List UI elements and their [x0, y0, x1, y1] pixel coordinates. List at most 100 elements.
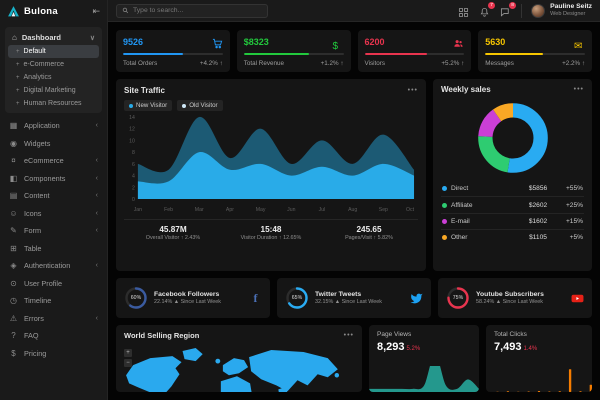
- dollar-icon: $: [332, 41, 339, 52]
- sidebar-item-dashboard[interactable]: ⌂ Dashboard ∨: [12, 33, 95, 42]
- pricing-icon: $: [11, 348, 16, 358]
- legend-dot-icon: [182, 103, 187, 108]
- faq-icon: ?: [11, 331, 16, 341]
- svg-text:0: 0: [132, 197, 135, 203]
- chevron-collapsed-icon: ‹: [95, 122, 98, 130]
- sidebar-item-content[interactable]: ▤ Content ‹: [9, 191, 98, 201]
- stat-card-total-revenue: $8323 $ Total Revenue +1.2% ↑: [236, 30, 351, 72]
- svg-text:Feb: Feb: [164, 207, 173, 213]
- search-input[interactable]: [133, 7, 262, 14]
- apps-grid-icon[interactable]: [458, 5, 470, 17]
- sidebar-item-application[interactable]: ▦ Application ‹: [9, 121, 98, 131]
- sidebar: Bulona ⇤ ⌂ Dashboard ∨ + Default + e-Commer…: [0, 0, 108, 400]
- social-card-youtube-subscribers: 75% Youtube Subscribers 58.24% ▲ Since Las…: [438, 278, 592, 318]
- world-region-title: World Selling Region: [124, 331, 200, 340]
- sidebar-item-timeline[interactable]: ◷ Timeline: [10, 296, 52, 306]
- sidebar-item-widgets[interactable]: ◉ Widgets: [10, 138, 51, 148]
- mail-icon: ✉: [574, 41, 583, 52]
- svg-text:Oct: Oct: [406, 207, 415, 213]
- world-region-card: World Selling Region ••• + −: [116, 325, 362, 392]
- stat-value: 5630: [485, 36, 506, 47]
- weekly-sales-row-affiliate: Affiliate $2602 +25%: [441, 196, 584, 212]
- traffic-stat-pages-visit: 245.65 Pages/Visit ↑ 5.82%: [345, 225, 393, 241]
- svg-text:Sep: Sep: [379, 207, 388, 213]
- twitter-icon[interactable]: [410, 292, 423, 305]
- sidebar-item-components[interactable]: ◧ Components ‹: [9, 173, 98, 183]
- world-map[interactable]: [120, 345, 358, 392]
- legend-dot-icon: [129, 103, 133, 108]
- sidebar-subitem-analytics[interactable]: + Analytics: [16, 74, 52, 81]
- stat-card-total-orders: 9526 Total Orders +4.2% ↑: [116, 30, 230, 72]
- cart-icon: [212, 36, 223, 49]
- main-content: 9526 Total Orders +4.2% ↑ $8323 $ Total Reven…: [108, 22, 600, 400]
- stat-label: Visitors: [364, 60, 386, 67]
- map-zoom-out-button[interactable]: −: [124, 359, 132, 367]
- traffic-footer-stats: 45.87M Overall Visitor ↑ 2.43% 15:48 Visito…: [124, 219, 418, 244]
- sidebar-item-faq[interactable]: ? FAQ: [0, 327, 107, 345]
- chevron-collapsed-icon: ‹: [95, 227, 98, 235]
- svg-text:Jun: Jun: [287, 207, 295, 213]
- youtube-icon[interactable]: [571, 292, 584, 305]
- sidebar-collapse-icon[interactable]: ⇤: [92, 5, 100, 16]
- sidebar-nav: ▦ Application ‹ ◉ Widgets ¤ eCommerce ‹ ◧ Compone…: [0, 117, 107, 362]
- svg-text:4: 4: [132, 174, 135, 180]
- stat-label: Messages: [485, 60, 514, 67]
- stat-progress-bar: [485, 53, 585, 55]
- traffic-legend: New Visitor Old Visitor: [124, 100, 418, 111]
- submenu-marker-icon: +: [16, 74, 20, 81]
- progress-ring: 60%: [124, 286, 148, 310]
- brand-logo-icon: [8, 5, 19, 16]
- legend-chip-old-visitor[interactable]: Old Visitor: [177, 100, 223, 111]
- submenu-marker-icon: +: [16, 87, 20, 94]
- page-views-value: 8,293: [377, 341, 405, 353]
- more-options-icon[interactable]: •••: [573, 86, 584, 93]
- stat-value: 9526: [123, 36, 144, 47]
- sidebar-subitem-digital-marketing[interactable]: + Digital Marketing: [16, 87, 76, 94]
- avatar: [531, 3, 546, 18]
- sidebar-item-errors[interactable]: ⚠ Errors ‹: [9, 313, 98, 323]
- total-clicks-value: 7,493: [494, 341, 522, 353]
- svg-text:14: 14: [129, 115, 135, 121]
- progress-percent: 65%: [291, 295, 303, 301]
- messages-chat-icon[interactable]: 8: [500, 1, 517, 17]
- sidebar-item-table[interactable]: ⊞ Table: [10, 243, 42, 253]
- brand-name: Bulona: [24, 5, 58, 17]
- sidebar-subitem-e-commerce[interactable]: + e-Commerce: [16, 61, 64, 68]
- sidebar-item-ecommerce[interactable]: ¤ eCommerce ‹: [0, 152, 107, 170]
- facebook-icon[interactable]: f: [253, 290, 258, 305]
- legend-chip-new-visitor[interactable]: New Visitor: [124, 100, 173, 111]
- sidebar-subitem-default[interactable]: + Default: [8, 45, 99, 58]
- stat-trend: +2.2% ↑: [562, 60, 585, 67]
- svg-text:6: 6: [132, 162, 135, 168]
- cart-icon: ¤: [11, 156, 16, 166]
- svg-text:Jan: Jan: [134, 207, 142, 213]
- series-dot-icon: [442, 218, 447, 224]
- lock-icon: ◈: [10, 261, 17, 271]
- grid-icon: ▦: [9, 121, 18, 131]
- page-views-delta: 5.2%: [406, 346, 421, 352]
- user-role: Web Designer: [550, 11, 586, 18]
- site-traffic-title: Site Traffic: [124, 86, 165, 95]
- search-box: [116, 3, 268, 18]
- sidebar-item-icons[interactable]: ☺ Icons ‹: [9, 208, 98, 218]
- sidebar-subitem-human-resources[interactable]: + Human Resources: [16, 100, 82, 107]
- page-views-title: Page Views: [377, 331, 412, 338]
- total-clicks-card: Total Clicks 7,493 1.4%: [486, 325, 592, 392]
- more-options-icon[interactable]: •••: [343, 332, 354, 339]
- sidebar-item-authentication[interactable]: ◈ Authentication ‹: [10, 261, 98, 271]
- site-traffic-card: Site Traffic ••• New Visitor Old Visitor …: [116, 79, 426, 271]
- sidebar-item-pricing[interactable]: $ Pricing: [0, 345, 107, 363]
- sidebar-item-form[interactable]: ✎ Form ‹: [10, 226, 98, 236]
- more-options-icon[interactable]: •••: [407, 87, 418, 94]
- sidebar-item-user-profile[interactable]: ⊙ User Profile: [10, 278, 63, 288]
- notifications-bell-icon[interactable]: 7: [479, 1, 496, 17]
- svg-text:Jul: Jul: [319, 207, 326, 213]
- social-cards-row: 60% Facebook Followers 22.14% ▲ Since Last…: [116, 278, 592, 318]
- traffic-stat-visitor-duration: 15:48 Visitor Duration ↑ 12.65%: [240, 225, 302, 241]
- table-icon: ⊞: [10, 243, 17, 253]
- user-profile-menu[interactable]: Pauline Seitz Web Designer: [531, 3, 592, 18]
- progress-ring: 75%: [446, 286, 470, 310]
- svg-text:Apr: Apr: [226, 207, 234, 213]
- map-zoom-in-button[interactable]: +: [124, 349, 132, 357]
- series-dot-icon: [442, 235, 447, 241]
